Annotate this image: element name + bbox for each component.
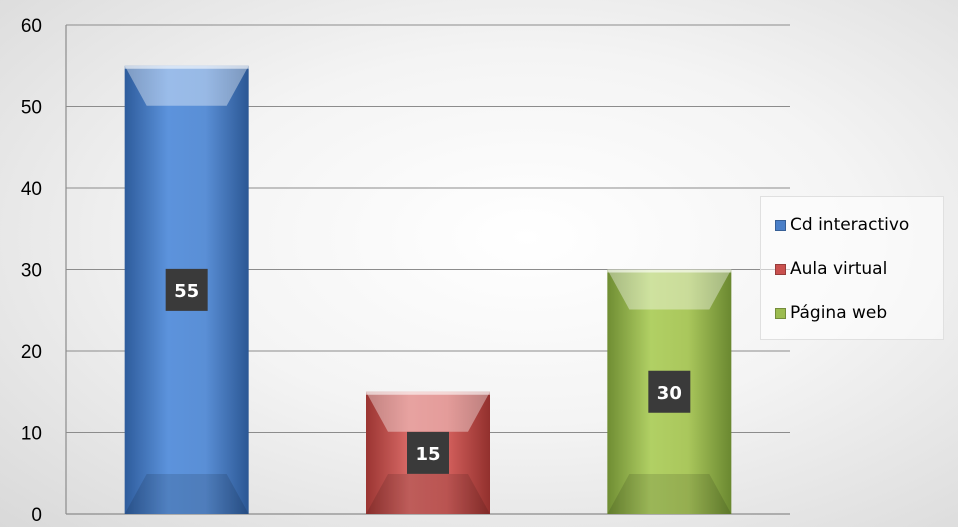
legend-swatch-green [775,307,786,319]
legend-item-cd-interactivo: Cd interactivo [775,213,909,237]
bar-bevel-bottom [366,474,490,514]
y-axis-ticks: 0 10 20 30 40 50 60 [21,16,42,526]
legend-item-aula-virtual: Aula virtual [775,257,887,281]
legend-label: Cd interactivo [790,215,910,235]
bar-bevel-bottom [124,474,249,514]
bar-1 [124,65,249,514]
y-tick-label: 0 [31,505,42,526]
bars [124,65,732,514]
bar-bevel-top [124,65,249,106]
y-tick-label: 60 [21,16,42,37]
y-tick-label: 30 [21,261,42,282]
legend-item-pagina-web: Página web [775,301,887,325]
data-label-box [165,268,208,311]
data-label-text: 15 [415,444,440,465]
data-label: 30 [648,370,691,413]
bar-top-edge [124,65,249,69]
data-label-text: 55 [174,281,199,302]
legend-label: Página web [790,303,888,323]
bar-bevel-bottom [607,474,732,514]
bar-bevel-top [607,269,732,310]
y-tick-label: 10 [21,424,42,445]
y-tick-label: 20 [21,342,42,363]
data-labels: 55 15 30 [165,268,691,474]
data-label-box [407,431,449,474]
data-label: 15 [407,431,449,474]
y-tick-label: 50 [21,98,42,119]
data-label: 55 [165,268,208,311]
y-tick-label: 40 [21,179,42,200]
legend-label: Aula virtual [790,259,888,279]
data-label-box [648,370,691,413]
data-label-text: 30 [657,383,682,404]
bar-top-edge [607,269,732,273]
bar-top-edge [366,391,490,395]
legend: Cd interactivo Aula virtual Página web [760,196,944,340]
bar-bevel-top [366,391,490,432]
legend-swatch-blue [775,219,786,231]
legend-swatch-red [775,263,786,275]
